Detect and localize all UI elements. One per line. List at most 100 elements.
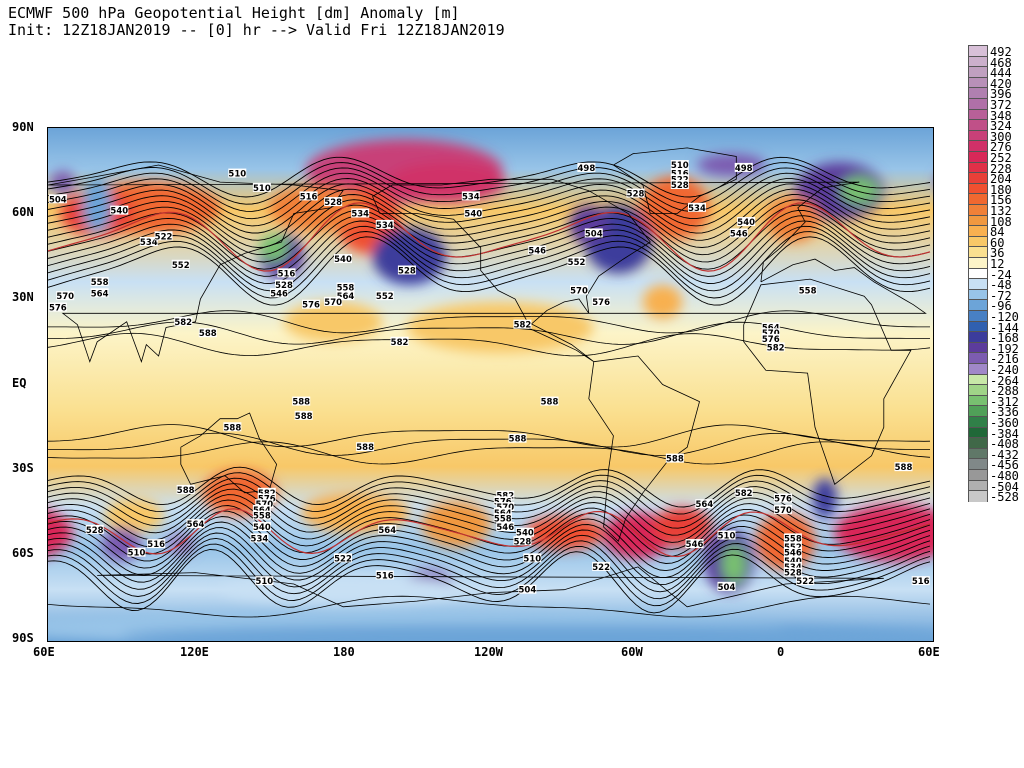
colorbar-label: -408 [990, 437, 1019, 452]
contour-label: 576 [302, 299, 321, 311]
contour-label-text: 540 [737, 218, 755, 228]
contour-label-text: 534 [688, 204, 706, 214]
contour-label: 588 [665, 453, 684, 465]
map-canvas: 5045105105165405345225285345345525585645… [48, 128, 933, 641]
contour-label: 540 [334, 254, 352, 265]
contour-label: 504 [48, 194, 67, 205]
colorbar-label: -48 [990, 278, 1012, 293]
colorbar-swatch [968, 394, 988, 407]
colorbar-swatch [968, 437, 988, 449]
colorbar-label: -528 [990, 490, 1019, 505]
contour-label-text: 570 [774, 506, 792, 516]
contour-label: 510 [127, 547, 146, 559]
contour-label: 564 [186, 519, 205, 530]
height-contour [48, 178, 931, 227]
colorbar-label: 444 [990, 66, 1012, 81]
contour-label: 588 [223, 422, 242, 433]
lat-tick-label: 30N [12, 290, 34, 304]
lon-tick-label: 0 [777, 645, 785, 659]
colorbar-label: 252 [990, 151, 1012, 165]
colorbar-label: 60 [990, 235, 1005, 250]
colorbar-label: -336 [990, 405, 1019, 420]
contour-label: 528 [275, 279, 293, 291]
height-contour [48, 466, 931, 508]
colorbar-swatch [968, 172, 988, 184]
contour-label: 570 [56, 291, 75, 302]
contour-label-text: 558 [337, 284, 355, 294]
colorbar-swatch [968, 87, 988, 99]
contour-label-text: 528 [86, 526, 104, 536]
contour-label: 504 [584, 228, 603, 239]
coastline [48, 164, 927, 363]
colorbar-swatch [968, 469, 988, 481]
colorbar-label: -24 [990, 267, 1012, 282]
colorbar-swatch [968, 235, 988, 248]
contour-label-text: 576 [302, 301, 320, 311]
anomaly-blob [812, 478, 838, 519]
contour-label-text: 570 [56, 292, 74, 302]
map-subtitle: Init: 12Z18JAN2019 -- [0] hr --> Valid F… [8, 21, 505, 39]
contour-label: 552 [171, 259, 190, 271]
anomaly-blob [284, 301, 383, 342]
contour-label-text: 558 [799, 286, 817, 296]
colorbar-swatch [968, 384, 988, 396]
contour-label-text: 576 [592, 298, 610, 308]
colorbar-swatch [968, 119, 988, 131]
contour-label-text: 582 [174, 318, 192, 328]
colorbar-swatch [968, 447, 988, 460]
height-contour [48, 432, 930, 456]
contour-label-text: 540 [110, 207, 128, 217]
height-contour [48, 236, 931, 306]
contour-label: 546 [729, 228, 748, 239]
contour-label: 540 [737, 217, 756, 228]
contour-label-text: 516 [376, 571, 394, 581]
colorbar-label: -504 [990, 479, 1019, 494]
lon-tick-label: 60E [918, 645, 940, 659]
contour-label-text: 564 [187, 520, 205, 530]
contour-label-text: 588 [295, 412, 313, 422]
contour-label: 546 [783, 547, 802, 559]
height-contour [48, 488, 931, 536]
colorbar-label: 372 [990, 98, 1012, 112]
height-contour [48, 537, 931, 600]
contour-label-text: 528 [275, 281, 293, 291]
anomaly-blob [421, 501, 491, 547]
contour-label-text: 588 [199, 329, 217, 339]
height-contours [48, 156, 931, 618]
contour-label: 498 [734, 162, 753, 174]
colorbar-label: 84 [990, 225, 1005, 240]
colorbar-swatch [968, 182, 988, 195]
contour-label: 528 [670, 180, 689, 191]
contour-label-text: 510 [253, 184, 271, 194]
contour-label: 504 [717, 581, 736, 593]
contour-label: 582 [174, 316, 193, 328]
contour-label-text: 588 [895, 463, 913, 473]
contour-label-text: 564 [696, 500, 714, 510]
contour-label-text: 582 [735, 489, 753, 499]
contour-label-text: 510 [718, 532, 736, 542]
colorbar-label: -312 [990, 394, 1019, 409]
contour-label-text: 528 [514, 537, 532, 547]
colorbar-swatch [968, 98, 988, 110]
lon-tick-label: 120W [474, 645, 503, 659]
contour-label-text: 588 [509, 435, 527, 445]
contour-label-text: 522 [155, 232, 173, 242]
contour-label-text: 516 [912, 577, 930, 587]
contour-label: 588 [508, 433, 527, 445]
contour-label-text: 510 [228, 170, 246, 180]
contour-label: 576 [774, 493, 793, 505]
contour-label: 588 [356, 442, 375, 453]
contour-label-text: 510 [671, 161, 689, 171]
height-contour [48, 321, 930, 345]
contour-label-text: 558 [91, 278, 109, 288]
contour-label-text: 516 [278, 269, 296, 279]
colorbar-swatch [968, 278, 988, 290]
contour-label: 510 [228, 168, 247, 180]
contour-label: 522 [154, 231, 173, 242]
coastline [97, 566, 884, 608]
contour-label: 558 [90, 276, 109, 288]
height-contour [48, 225, 931, 292]
contour-label: 588 [540, 396, 559, 408]
height-contour [48, 595, 931, 618]
coastlines [48, 147, 927, 608]
